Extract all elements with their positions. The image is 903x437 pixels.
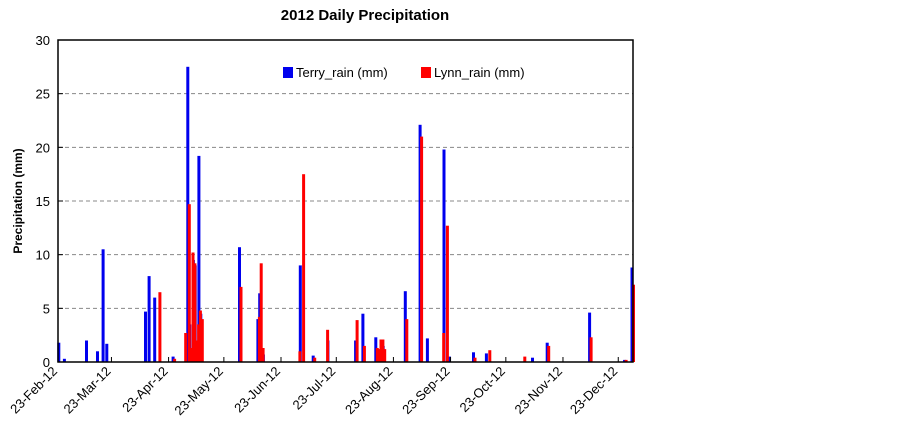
lynn-bar bbox=[187, 204, 191, 362]
terry-bar bbox=[144, 311, 147, 362]
x-axis-ticks: 23-Feb-12 23-Mar-12 23-Apr-12 23-May-12 23-J… bbox=[7, 357, 620, 418]
x-tick-label: 23-Apr-12 bbox=[119, 364, 170, 415]
y-tick-label: 5 bbox=[43, 301, 50, 316]
x-tick-label: 23-Jul-12 bbox=[289, 364, 338, 413]
lynn-bar bbox=[184, 333, 188, 362]
lynn-bar bbox=[239, 286, 243, 362]
lynn-bar bbox=[624, 359, 628, 362]
lynn-bar bbox=[198, 310, 202, 362]
y-tick-label: 20 bbox=[36, 140, 50, 155]
y-axis-ticks: 0 5 10 15 20 25 30 bbox=[36, 33, 63, 370]
terry-legend-label: Terry_rain (mm) bbox=[296, 65, 388, 80]
lynn-bar bbox=[259, 263, 263, 362]
x-tick-label: 23-Oct-12 bbox=[456, 364, 507, 415]
lynn-bar bbox=[362, 345, 366, 362]
terry-legend-swatch bbox=[283, 67, 293, 78]
terry-bar bbox=[105, 343, 109, 362]
lynn-bar bbox=[405, 319, 409, 362]
lynn-bar bbox=[377, 349, 381, 362]
terry-bar bbox=[96, 351, 99, 362]
lynn-bar bbox=[191, 252, 195, 362]
lynn-bar bbox=[375, 348, 379, 362]
x-tick-label: 23-Nov-12 bbox=[512, 364, 566, 418]
lynn-bar bbox=[383, 349, 387, 362]
terry-bar bbox=[425, 338, 429, 362]
y-tick-label: 25 bbox=[36, 87, 50, 102]
x-tick-label: 23-Dec-12 bbox=[567, 364, 621, 418]
x-tick-label: 23-Aug-12 bbox=[342, 364, 396, 418]
terry-bar bbox=[442, 149, 446, 362]
terry-bar bbox=[85, 340, 88, 362]
x-tick-label: 23-Mar-12 bbox=[61, 364, 114, 417]
lynn-bar bbox=[589, 337, 593, 362]
lynn-bar bbox=[547, 345, 551, 362]
terry-bar bbox=[531, 357, 534, 362]
x-tick-label: 23-Sep-12 bbox=[399, 364, 453, 418]
lynn-bar bbox=[473, 357, 477, 362]
terry-bar bbox=[62, 358, 66, 362]
x-tick-label: 23-May-12 bbox=[171, 364, 226, 419]
lynn-bar bbox=[355, 320, 359, 362]
lynn-bar bbox=[313, 357, 317, 362]
lynn-bar bbox=[298, 351, 302, 362]
lynn-bar bbox=[445, 225, 449, 362]
lynn-legend-swatch bbox=[421, 67, 431, 78]
lynn-bar bbox=[420, 136, 424, 362]
terry-bar bbox=[448, 356, 451, 362]
lynn-legend-label: Lynn_rain (mm) bbox=[434, 65, 525, 80]
lynn-bar bbox=[379, 339, 383, 362]
lynn-bar bbox=[523, 356, 527, 362]
gridlines bbox=[58, 93, 633, 309]
lynn-bar bbox=[189, 348, 193, 362]
lynn-bar bbox=[488, 350, 492, 362]
y-tick-label: 0 bbox=[43, 355, 50, 370]
lynn-bar bbox=[173, 358, 177, 362]
x-tick-label: 23-Feb-12 bbox=[7, 364, 60, 417]
terry-bar bbox=[361, 313, 365, 362]
terry-bar bbox=[147, 276, 151, 362]
chart-title: 2012 Daily Precipitation bbox=[281, 7, 449, 24]
terry-bar bbox=[101, 249, 105, 362]
y-tick-label: 10 bbox=[36, 248, 50, 263]
lynn-bar bbox=[195, 340, 199, 362]
x-tick-label: 23-Jun-12 bbox=[231, 364, 283, 416]
legend: Terry_rain (mm) Lynn_rain (mm) bbox=[283, 65, 525, 80]
terry-bar bbox=[484, 353, 488, 362]
lynn-bar bbox=[442, 333, 446, 362]
lynn-bar bbox=[261, 348, 265, 362]
lynn-bar bbox=[193, 263, 197, 362]
lynn-bar bbox=[326, 329, 330, 362]
lynn-bar bbox=[257, 316, 261, 362]
terry-bar bbox=[57, 342, 61, 362]
lynn-bar bbox=[158, 292, 162, 362]
lynn-bar bbox=[381, 339, 385, 362]
y-axis-label: Precipitation (mm) bbox=[11, 148, 25, 253]
terry-bar bbox=[472, 352, 475, 362]
lynn-bar bbox=[197, 324, 201, 362]
y-tick-label: 15 bbox=[36, 194, 50, 209]
terry-bar bbox=[153, 297, 157, 362]
data-bars bbox=[57, 66, 635, 363]
lynn-bar bbox=[302, 174, 306, 362]
terry-bar bbox=[197, 155, 201, 362]
lynn-bar bbox=[200, 319, 204, 362]
terry-bar bbox=[298, 265, 302, 362]
y-tick-label: 30 bbox=[36, 33, 50, 48]
